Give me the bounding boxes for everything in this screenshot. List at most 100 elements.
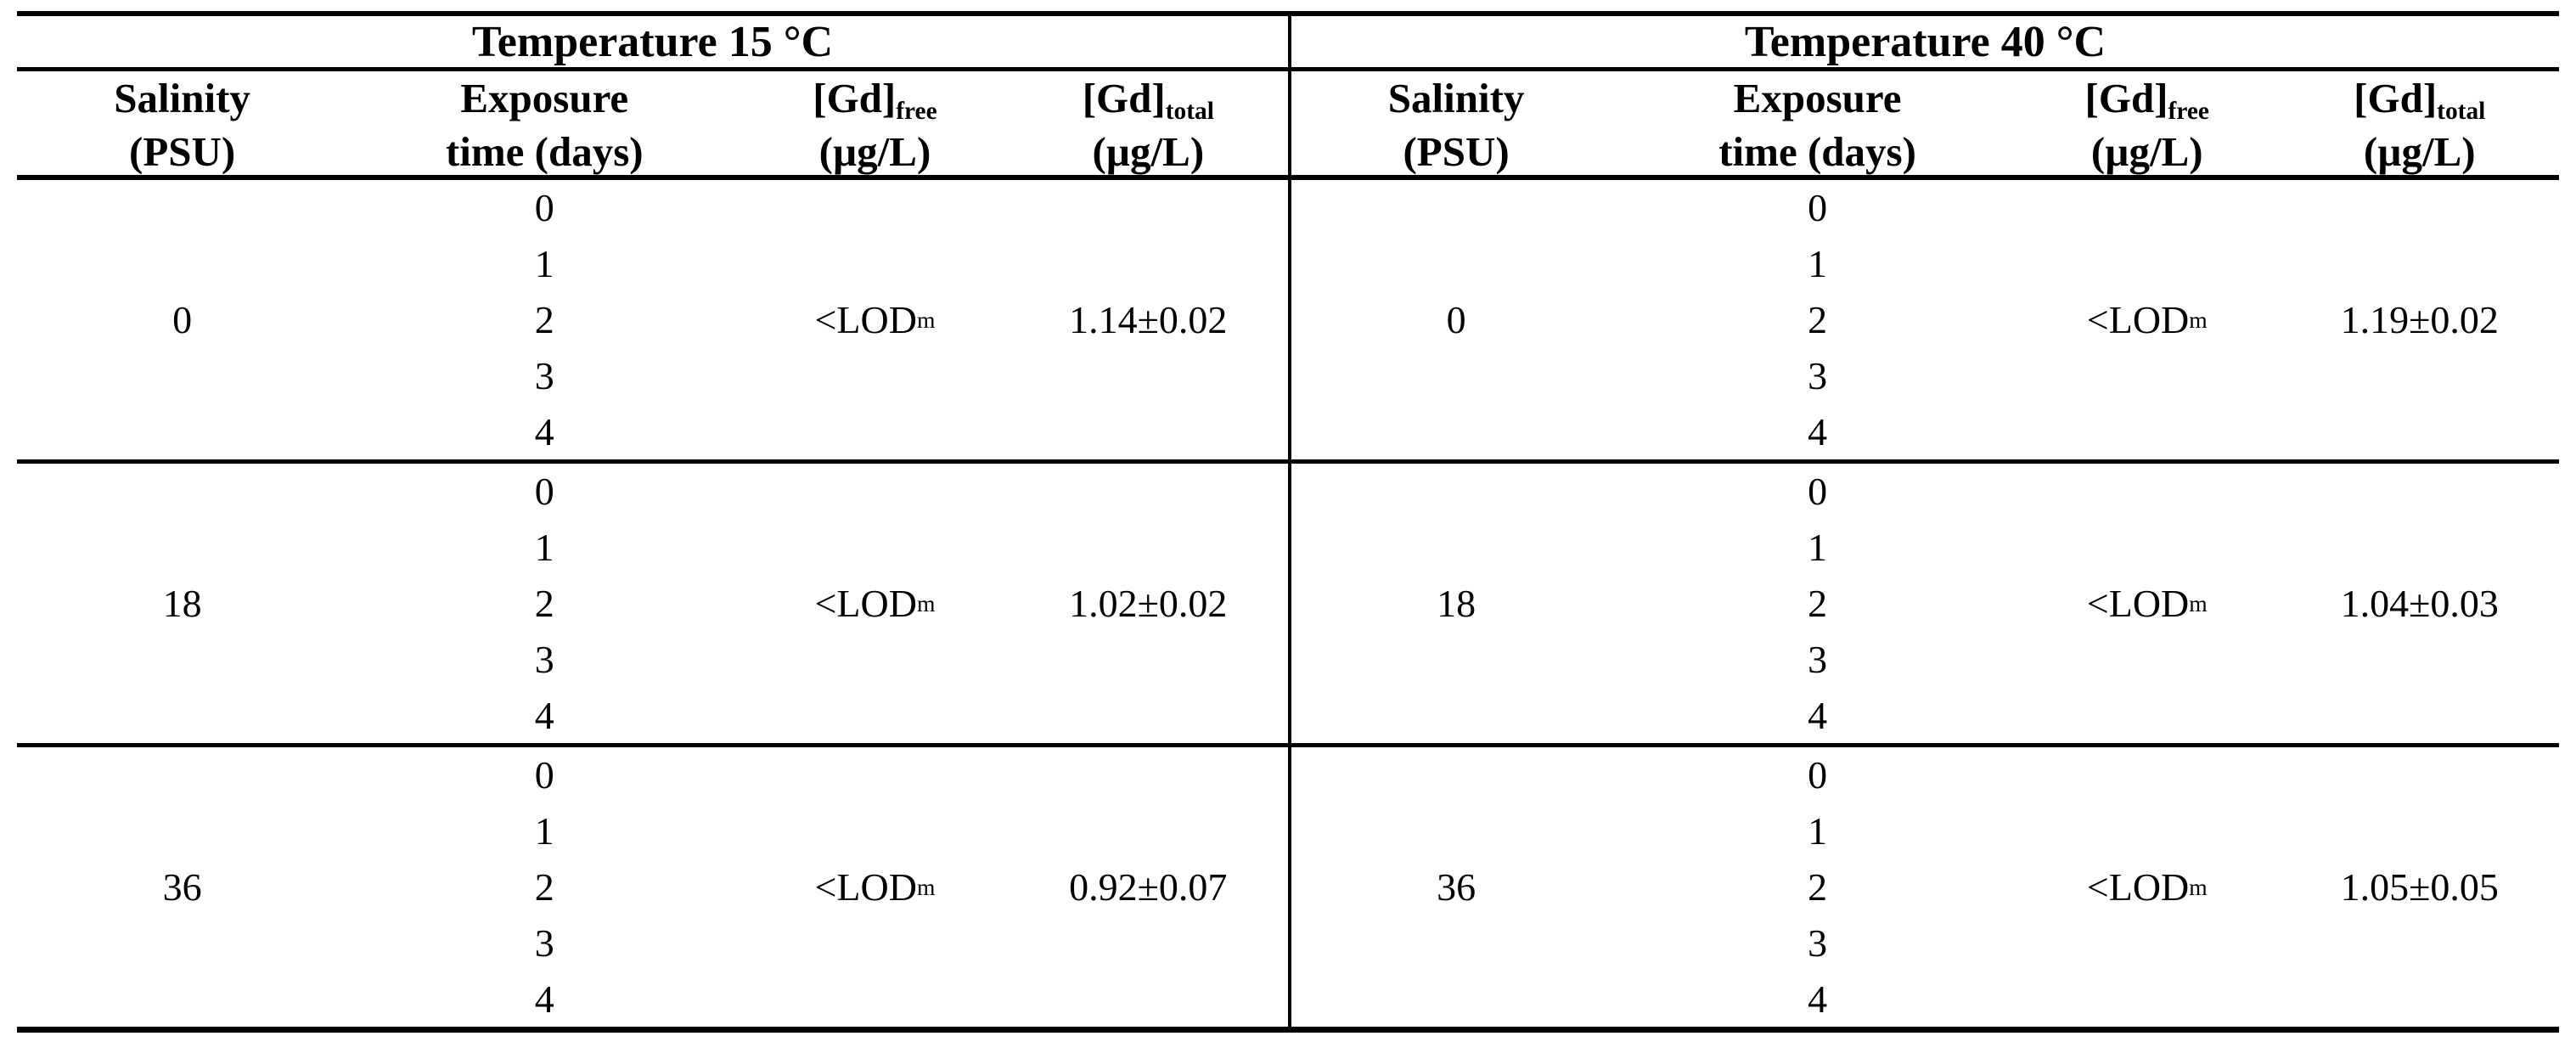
gd-free-main: <LOD <box>2086 865 2190 909</box>
exposure-time-value: 1 <box>1808 526 1828 570</box>
gd-free-main: <LOD <box>814 582 917 625</box>
gd-total-value: 0.92±0.07 <box>1069 865 1228 909</box>
gd-free-value: <LOD m <box>2086 298 2208 341</box>
salinity-36-block: 36 0 1 2 3 4 <LOD m 0.92±0.07 36 0 <box>17 743 2559 1027</box>
gd-total-column-header: [Gd]total (µg/L) <box>1009 71 1288 178</box>
exposure-time-value: 1 <box>1808 242 1828 286</box>
gd-concentration-table: Temperature 15 °C Temperature 40 °C Sali… <box>17 11 2559 1033</box>
gd-free-header-line2: (µg/L) <box>818 128 931 175</box>
gd-total-header-subscript: total <box>2437 98 2486 126</box>
gd-total-value: 1.02±0.02 <box>1069 582 1228 625</box>
salinity-value: 18 <box>162 582 202 625</box>
exposure-time-value: 4 <box>1808 977 1828 1021</box>
exposure-time-value: 2 <box>1808 297 1828 341</box>
column-headers-left: Salinity (PSU) Exposure time (days) [Gd]… <box>17 71 1288 175</box>
gd-free-header-line2: (µg/L) <box>2090 128 2203 175</box>
exposure-time-value: 1 <box>534 526 554 570</box>
exposure-time-value: 1 <box>534 242 554 286</box>
exposure-time-value: 4 <box>534 693 554 737</box>
gd-free-header-main: [Gd] <box>2084 75 2168 121</box>
gd-free-header-subscript: free <box>2168 98 2209 126</box>
salinity-header-line1: Salinity <box>114 75 250 121</box>
exposure-time-value: 4 <box>534 409 554 453</box>
exposure-times-list: 0 1 2 3 4 <box>347 464 741 743</box>
salinity-column-header: Salinity (PSU) <box>1291 71 1621 178</box>
salinity-value: 36 <box>162 865 202 909</box>
exposure-time-value: 0 <box>1808 753 1828 797</box>
exposure-header-line2: time (days) <box>1718 128 1916 175</box>
exposure-times-list: 0 1 2 3 4 <box>347 747 741 1027</box>
salinity-0-block: 0 0 1 2 3 4 <LOD m 1.14±0.02 0 0 <box>17 180 2559 459</box>
gd-free-main: <LOD <box>2086 582 2190 625</box>
exposure-time-value: 2 <box>1808 864 1828 909</box>
gd-total-header-line1: [Gd]total <box>1083 71 1214 125</box>
salinity-36-right: 36 0 1 2 3 4 <LOD m 1.05±0.05 <box>1288 747 2559 1027</box>
salinity-0-left: 0 0 1 2 3 4 <LOD m 1.14±0.02 <box>17 180 1288 459</box>
gd-free-column-header: [Gd]free (µg/L) <box>741 71 1008 178</box>
gd-free-header-main: [Gd] <box>813 75 897 121</box>
gd-total-header-main: [Gd] <box>2354 75 2438 121</box>
salinity-column-header: Salinity (PSU) <box>17 71 347 178</box>
exposure-time-value: 3 <box>1808 637 1828 681</box>
salinity-18-left: 18 0 1 2 3 4 <LOD m 1.02±0.02 <box>17 464 1288 743</box>
exposure-time-value: 4 <box>534 977 554 1021</box>
salinity-value: 0 <box>1446 298 1466 341</box>
salinity-value: 0 <box>172 298 193 341</box>
gd-total-value: 1.19±0.02 <box>2340 298 2499 341</box>
exposure-times-list: 0 1 2 3 4 <box>1621 180 2014 459</box>
gd-total-header-line2: (µg/L) <box>1092 128 1205 175</box>
exposure-time-value: 0 <box>1808 470 1828 514</box>
salinity-header-line2: (PSU) <box>1403 128 1510 175</box>
exposure-times-list: 0 1 2 3 4 <box>1621 747 2014 1027</box>
exposure-time-value: 4 <box>1808 693 1828 737</box>
gd-free-value: <LOD m <box>814 298 936 341</box>
exposure-time-value: 0 <box>534 186 554 230</box>
gd-free-header-line1: [Gd]free <box>2085 71 2209 125</box>
exposure-column-header: Exposure time (days) <box>1621 71 2014 178</box>
exposure-time-value: 2 <box>534 581 554 625</box>
temperature-header-row: Temperature 15 °C Temperature 40 °C <box>17 16 2559 71</box>
gd-free-value: <LOD m <box>2086 865 2208 909</box>
gd-total-header-line1: [Gd]total <box>2354 71 2485 125</box>
exposure-time-value: 1 <box>1808 809 1828 853</box>
salinity-18-block: 18 0 1 2 3 4 <LOD m 1.02±0.02 18 0 <box>17 459 2559 743</box>
exposure-header-line1: Exposure <box>460 75 629 121</box>
gd-total-header-subscript: total <box>1165 98 1214 126</box>
gd-total-value: 1.14±0.02 <box>1069 298 1228 341</box>
exposure-times-list: 0 1 2 3 4 <box>1621 464 2014 743</box>
exposure-time-value: 0 <box>534 753 554 797</box>
salinity-header-line1: Salinity <box>1387 75 1525 121</box>
exposure-column-header: Exposure time (days) <box>347 71 741 178</box>
exposure-time-value: 3 <box>534 637 554 681</box>
exposure-time-value: 0 <box>534 470 554 514</box>
gd-free-header-subscript: free <box>896 98 937 126</box>
exposure-time-value: 2 <box>534 864 554 909</box>
exposure-header-line2: time (days) <box>445 128 644 175</box>
exposure-times-list: 0 1 2 3 4 <box>347 180 741 459</box>
gd-total-header-line2: (µg/L) <box>2363 128 2476 175</box>
temperature-40-panel: Temperature 40 °C <box>1288 16 2559 67</box>
gd-free-main: <LOD <box>814 298 917 341</box>
exposure-time-value: 2 <box>1808 581 1828 625</box>
gd-free-column-header: [Gd]free (µg/L) <box>2014 71 2281 178</box>
gd-total-header-main: [Gd] <box>1082 75 1166 121</box>
gd-total-column-header: [Gd]total (µg/L) <box>2281 71 2559 178</box>
gd-free-main: <LOD <box>2086 298 2190 341</box>
exposure-time-value: 4 <box>1808 409 1828 453</box>
gd-free-main: <LOD <box>814 865 917 909</box>
exposure-header-line1: Exposure <box>1733 75 1902 121</box>
gd-total-value: 1.05±0.05 <box>2340 865 2499 909</box>
exposure-time-value: 3 <box>1808 353 1828 397</box>
exposure-time-value: 3 <box>534 921 554 965</box>
gd-free-value: <LOD m <box>814 582 936 625</box>
gd-free-value: <LOD m <box>2086 582 2208 625</box>
temperature-40-header: Temperature 40 °C <box>1744 17 2106 66</box>
salinity-value: 36 <box>1437 865 1476 909</box>
exposure-time-value: 0 <box>1808 186 1828 230</box>
salinity-18-right: 18 0 1 2 3 4 <LOD m 1.04±0.03 <box>1288 464 2559 743</box>
salinity-36-left: 36 0 1 2 3 4 <LOD m 0.92±0.07 <box>17 747 1288 1027</box>
temperature-15-panel: Temperature 15 °C <box>17 16 1288 67</box>
exposure-time-value: 1 <box>534 809 554 853</box>
exposure-time-value: 2 <box>534 297 554 341</box>
